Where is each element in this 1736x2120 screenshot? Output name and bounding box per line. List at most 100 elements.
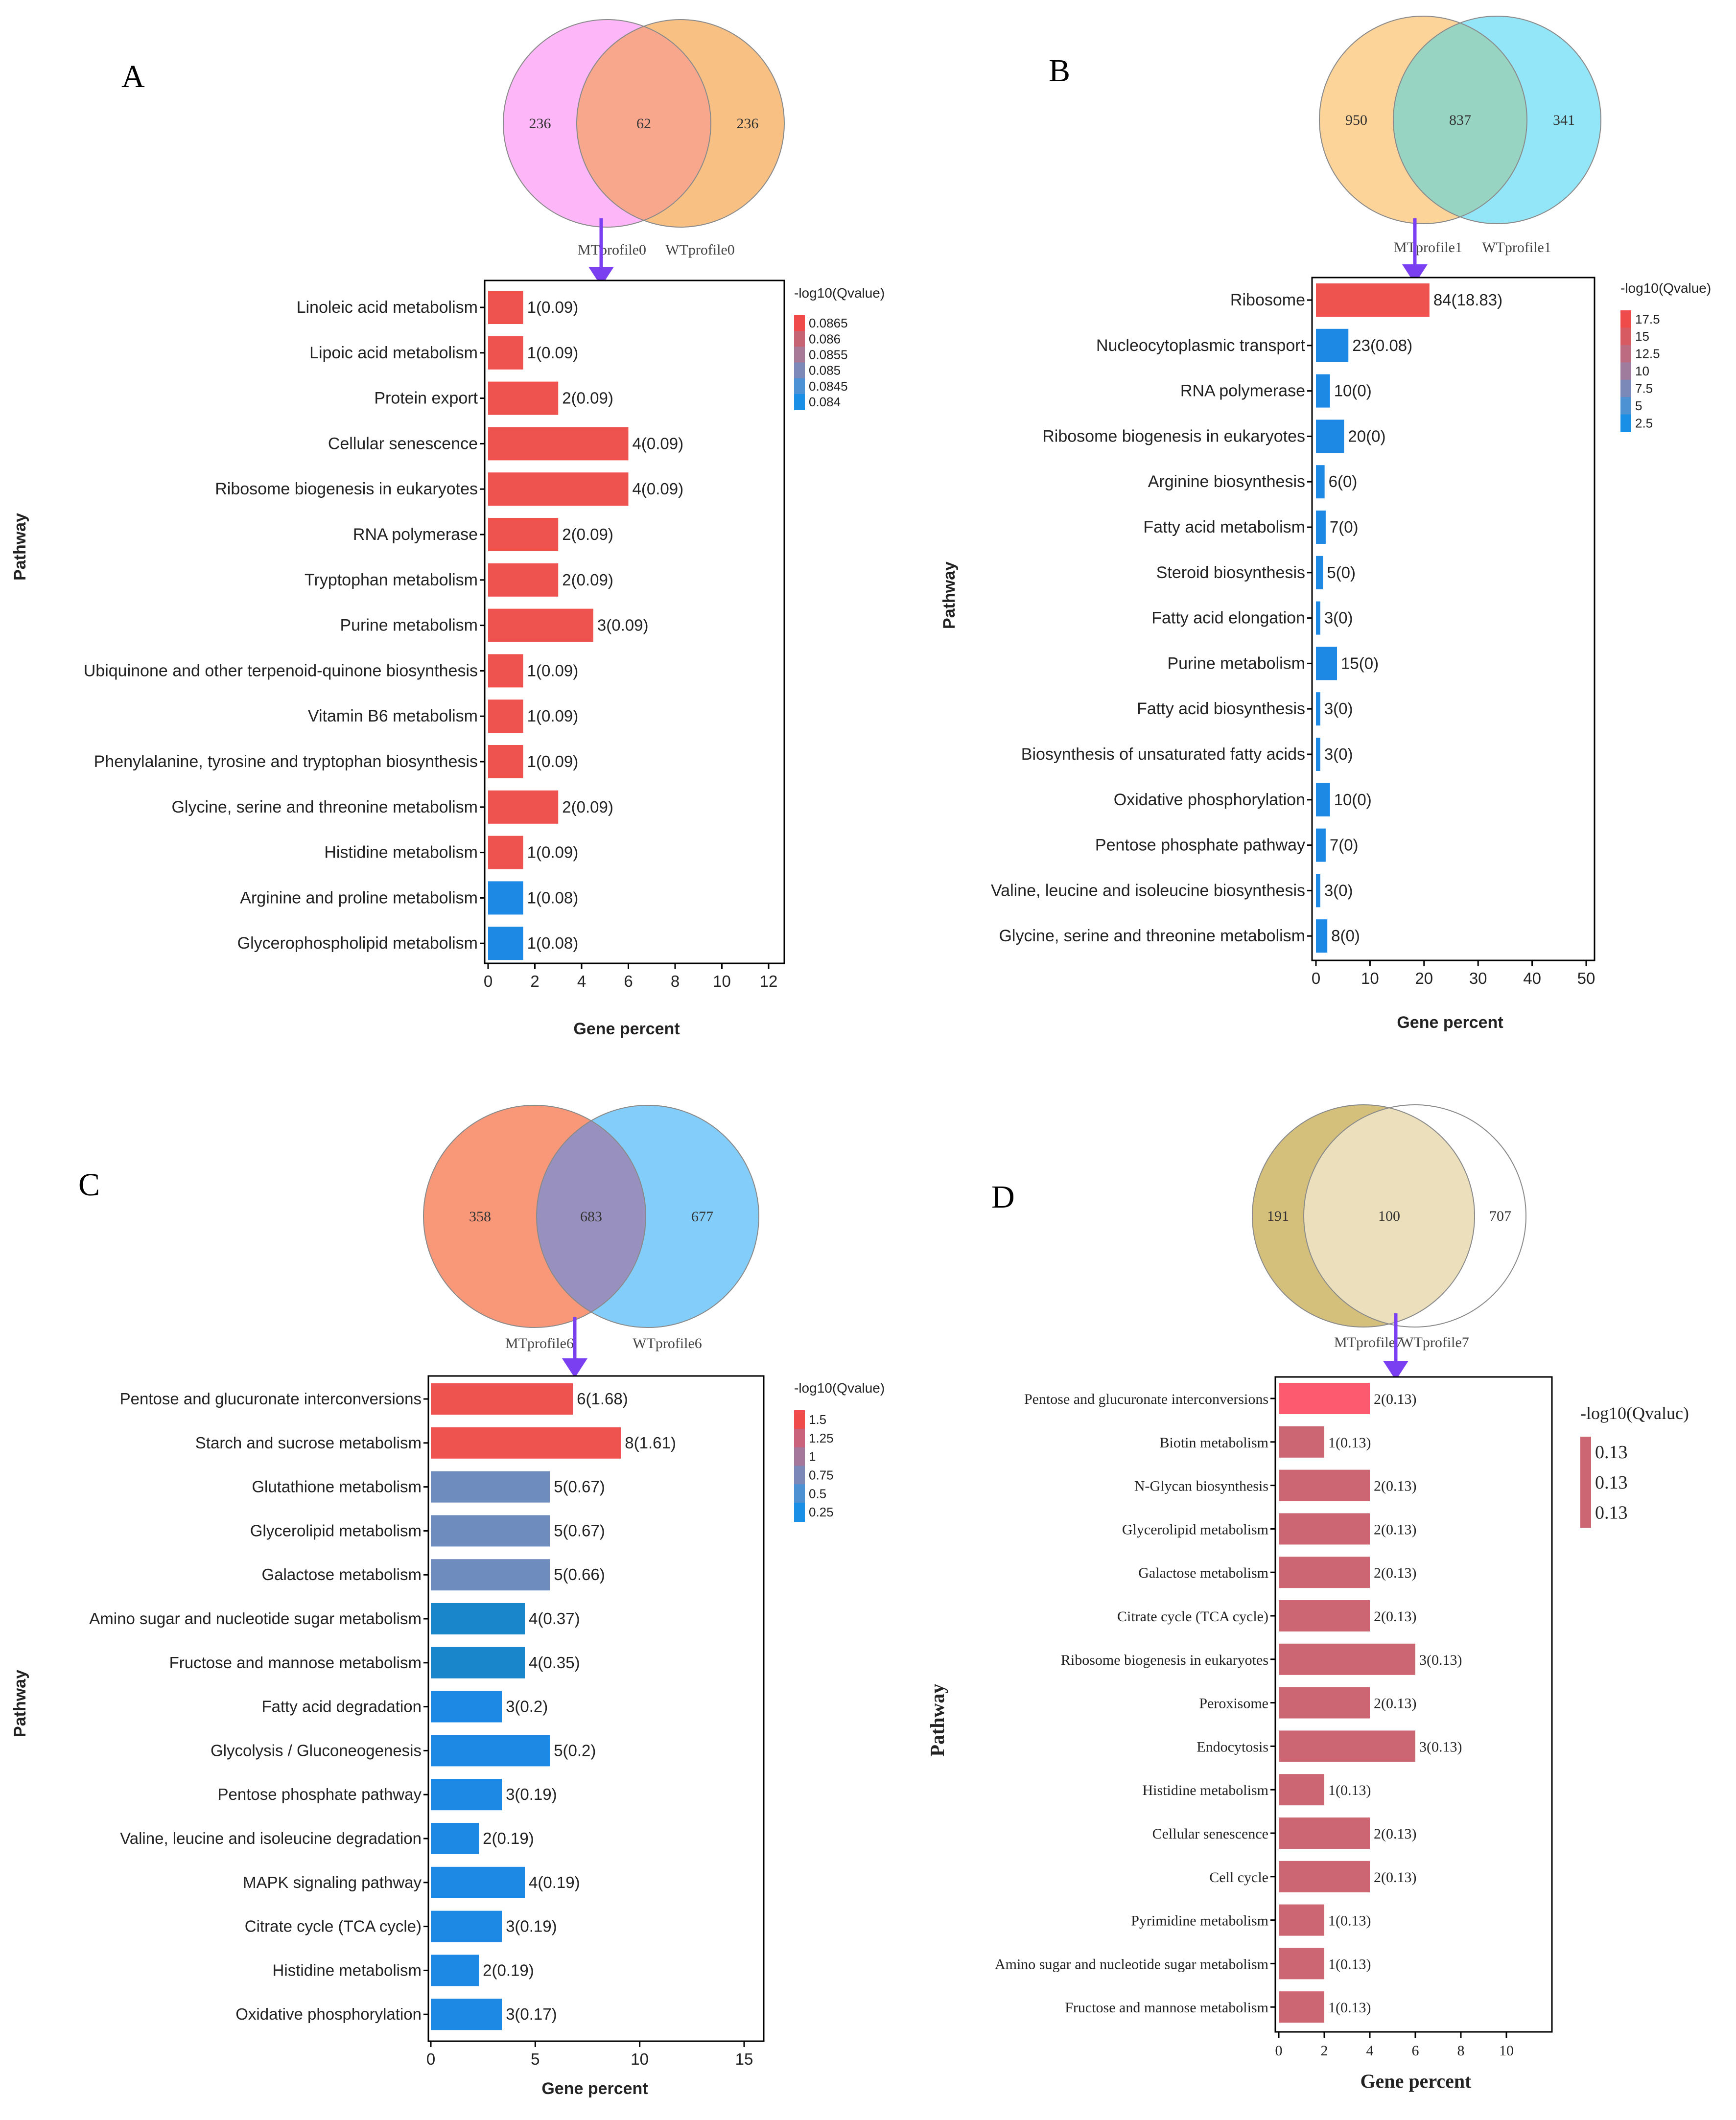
bar [1316,556,1323,589]
bar-value-label: 20(0) [1348,427,1385,445]
bar [488,881,523,915]
category-label: Histidine metabolism [273,1961,422,1979]
panel-letter: D [991,1179,1015,1215]
bar-value-label: 3(0) [1324,609,1353,627]
bar [431,1383,573,1415]
x-tick-label: 4 [577,972,586,990]
x-tick-label: 15 [735,2050,753,2068]
x-tick-label: 50 [1577,969,1595,987]
x-axis-title: Gene percent [1397,1013,1503,1032]
venn-left-outline [423,1105,646,1328]
venn-right-count: 236 [737,116,759,132]
bar [431,1955,479,1986]
x-tick-label: 10 [713,972,731,990]
x-tick-label: 6 [1412,2043,1419,2059]
bar [1316,828,1326,862]
x-tick-label: 0 [1312,969,1320,987]
category-label: Cell cycle [1209,1869,1268,1886]
category-label: Biosynthesis of unsaturated fatty acids [1021,745,1305,764]
category-label: Glycerolipid metabolism [1122,1521,1268,1538]
bar-value-label: 1(0.13) [1328,1956,1371,1972]
x-tick-label: 20 [1415,969,1433,987]
category-label: Valine, leucine and isoleucine biosynthe… [991,881,1305,900]
x-tick-label: 5 [531,2050,540,2068]
legend-color-segment [794,347,805,363]
venn-left-count: 358 [469,1209,491,1225]
bar-value-label: 2(0.13) [1374,1608,1416,1625]
category-label: Starch and sucrose metabolism [195,1434,422,1452]
bar-value-label: 3(0) [1324,745,1353,763]
legend-tick-label: 7.5 [1635,381,1653,396]
legend-color-segment [1620,414,1631,432]
category-label: Glycolysis / Gluconeogenesis [211,1741,422,1759]
category-label: Fatty acid elongation [1151,609,1305,628]
x-tick-label: 10 [1361,969,1379,987]
x-tick-label: 0 [426,2050,435,2068]
bar [1279,1687,1370,1719]
y-axis-title: Pathway [940,561,959,629]
category-label: Galactose metabolism [262,1565,422,1584]
legend-title: -log10(Qvalue) [1620,280,1711,296]
color-legend: -log10(Qvaluc) 0.13 0.13 0.13 [1580,1403,1689,1528]
bar [431,1910,502,1942]
bar-value-label: 1(0.13) [1328,1782,1371,1798]
legend-color-segment [1580,1497,1591,1528]
legend-color-segment [794,1428,805,1448]
venn-overlap-count: 100 [1378,1208,1400,1224]
venn-diagram: 236 62 236 MTprofile0 WTprofile0 [503,19,785,258]
bar [431,1999,502,2030]
legend-tick-label: 0.13 [1595,1502,1628,1523]
bar-value-label: 15(0) [1341,654,1379,672]
venn-right-outline [536,1105,759,1328]
legend-color-segment [1620,397,1631,415]
venn-right-label: WTprofile7 [1400,1334,1469,1351]
category-label: Citrate cycle (TCA cycle) [1117,1608,1268,1625]
bar-value-label: 7(0) [1330,836,1359,854]
bar [1316,692,1320,726]
category-label: Glycerolipid metabolism [250,1521,422,1539]
bar-value-label: 4(0.35) [529,1654,580,1672]
venn-overlap [537,1105,646,1328]
venn-diagram: 950 837 341 MTprofile1 WTprofile1 [1319,16,1601,256]
category-label: Cellular senescence [328,434,478,453]
bar [431,1647,525,1678]
bar-value-label: 2(0.13) [1374,1696,1416,1712]
x-tick-label: 8 [1457,2043,1465,2059]
legend-tick-label: 0.0845 [809,379,848,394]
bar-value-label: 5(0) [1327,563,1356,582]
venn-overlap [577,20,711,227]
venn-diagram: 358 683 677 MTprofile6 WTprofile6 [423,1105,759,1351]
bar [1316,374,1330,408]
legend-color-segment [1620,362,1631,380]
venn-overlap-count: 837 [1449,112,1471,128]
y-axis-title: Pathway [926,1684,948,1757]
bar-value-label: 2(0.09) [562,525,613,543]
bar-value-label: 3(0.13) [1419,1652,1462,1668]
bar-chart: Pentose and glucuronate interconversions… [926,1376,1553,2092]
bar [488,472,629,506]
venn-right-label: WTprofile0 [665,242,735,258]
legend-color-segment [794,1484,805,1504]
bar [431,1471,550,1503]
legend-tick-label: 0.085 [809,363,841,378]
panel-letter: C [78,1167,100,1203]
legend-color-segment [1580,1437,1591,1468]
legend-tick-label: 1.25 [809,1431,834,1445]
panel-c: C 358 683 677 MTprofile6 WTprofile6 Pentose an… [11,1105,885,2098]
venn-left-count: 236 [529,116,551,132]
category-label: Citrate cycle (TCA cycle) [245,1917,422,1935]
venn-right-count: 707 [1489,1208,1511,1224]
category-label: Lipoic acid metabolism [309,344,478,362]
category-label: Fatty acid degradation [261,1698,422,1716]
arrow-head [562,1358,587,1378]
panel-b: B 950 837 341 MTprofile1 WTprofile1 Ribosome 84… [940,16,1711,1032]
x-tick-label: 6 [624,972,633,990]
x-tick-label: 40 [1523,969,1541,987]
category-label: Histidine metabolism [1143,1782,1268,1798]
category-label: Phenylalanine, tyrosine and tryptophan b… [94,752,478,771]
legend-color-segment [794,1503,805,1522]
